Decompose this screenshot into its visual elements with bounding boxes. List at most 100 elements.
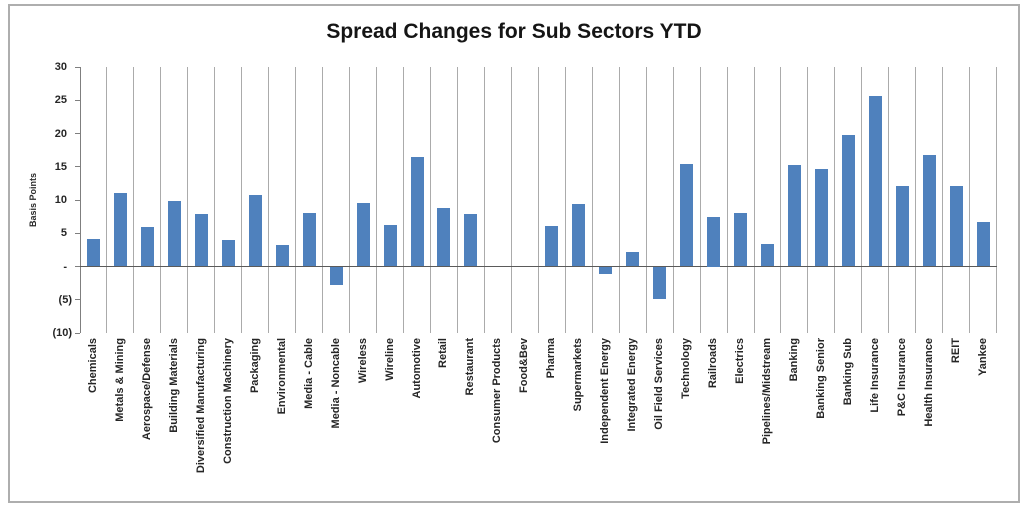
bar-reit (949, 186, 963, 267)
x-category-label: Consumer Products (491, 338, 504, 444)
x-category-label: Pipelines/Midstream (761, 338, 773, 445)
bar-wireline (383, 224, 397, 267)
bar-automotive (410, 156, 424, 267)
bar-p-c-insurance (895, 186, 909, 267)
y-tick-mark (75, 66, 80, 68)
bar-aerospace-defense (140, 226, 154, 267)
bar-pharma (545, 225, 559, 267)
category-gridline (537, 67, 539, 333)
x-category-label: Oil Field Services (653, 338, 666, 430)
x-category-label: Retail (437, 338, 450, 368)
x-category-label: Chemicals (87, 338, 99, 394)
category-gridline (106, 67, 108, 333)
x-category-label: Restaurant (464, 338, 477, 396)
x-axis-zero-line (80, 266, 997, 267)
bar-chemicals (86, 238, 100, 267)
y-tick-label: - (63, 260, 67, 273)
x-category-label: Health Insurance (922, 338, 935, 427)
category-gridline (996, 67, 998, 333)
bar-electrics (734, 212, 748, 267)
x-category-label: Independent Energy (599, 338, 612, 444)
bar-packaging (248, 195, 262, 267)
y-tick-mark (75, 232, 80, 234)
bar-banking-senior (814, 169, 828, 267)
x-category-label: Environmental (275, 338, 288, 415)
category-gridline (861, 67, 863, 333)
x-category-label: Integrated Energy (626, 338, 639, 432)
bar-technology (680, 164, 694, 267)
category-gridline (403, 67, 405, 333)
bar-metals-mining (113, 193, 127, 267)
category-gridline (807, 67, 809, 333)
x-category-label: Banking Senior (814, 338, 827, 419)
x-category-label: Media - Noncable (329, 338, 342, 429)
x-category-label: Building Materials (167, 338, 180, 433)
category-gridline (699, 67, 701, 333)
x-category-label: Life Insurance (868, 338, 881, 413)
category-gridline (618, 67, 620, 333)
bar-supermarkets (572, 203, 586, 267)
bar-independent-energy (599, 267, 613, 274)
y-tick-mark (75, 199, 80, 201)
category-gridline (483, 67, 485, 333)
category-gridline (160, 67, 162, 333)
category-gridline (834, 67, 836, 333)
category-gridline (133, 67, 135, 333)
category-gridline (295, 67, 297, 333)
x-category-label: Metals & Mining (113, 338, 126, 422)
category-gridline (241, 67, 243, 333)
bar-pipelines-midstream (760, 243, 774, 267)
x-category-label: Railroads (707, 338, 720, 389)
bar-environmental (275, 245, 289, 267)
x-category-label: Food&Bev (518, 338, 531, 393)
x-category-label: Automotive (410, 338, 423, 399)
x-category-label: Media - Cable (302, 338, 315, 409)
x-category-label: Pharma (545, 338, 558, 379)
x-category-label: Electrics (734, 338, 747, 384)
bar-restaurant (464, 213, 478, 267)
y-tick-label: 10 (54, 194, 67, 206)
category-gridline (510, 67, 512, 333)
x-category-label: Supermarkets (572, 338, 585, 412)
bar-media-noncable (329, 267, 343, 285)
bar-oil-field-services (653, 267, 667, 299)
bar-yankee (976, 221, 990, 267)
category-gridline (456, 67, 458, 333)
x-category-label: Wireless (356, 338, 369, 384)
y-axis-line (79, 67, 81, 333)
y-tick-label: 25 (54, 94, 67, 107)
bar-integrated-energy (626, 251, 640, 267)
x-category-label: Aerospace/Defense (140, 338, 153, 441)
category-gridline (429, 67, 431, 333)
x-category-label: Packaging (248, 338, 261, 394)
bar-health-insurance (922, 155, 936, 267)
x-category-label: Construction Machinery (221, 338, 234, 464)
category-gridline (672, 67, 674, 333)
chart-title: Spread Changes for Sub Sectors YTD (326, 20, 702, 43)
category-gridline (591, 67, 593, 333)
category-gridline (888, 67, 890, 333)
y-tick-label: 30 (54, 61, 67, 73)
x-category-label: Technology (680, 338, 693, 399)
category-gridline (753, 67, 755, 333)
y-tick-mark (75, 299, 80, 301)
category-gridline (376, 67, 378, 333)
y-tick-label: 5 (60, 227, 67, 240)
category-gridline (349, 67, 351, 333)
y-tick-mark (75, 266, 80, 267)
y-tick-label: 15 (54, 160, 67, 173)
x-category-label: Banking Sub (841, 338, 854, 406)
category-gridline (942, 67, 944, 333)
category-gridline (187, 67, 189, 333)
bar-construction-machinery (221, 239, 235, 267)
bar-media-cable (302, 212, 316, 267)
bar-diversified-manufacturing (194, 213, 208, 267)
category-gridline (915, 67, 917, 333)
x-category-label: Yankee (976, 338, 989, 376)
y-tick-mark (75, 332, 80, 334)
x-category-label: Diversified Manufacturing (194, 338, 207, 474)
category-gridline (564, 67, 566, 333)
category-gridline (214, 67, 216, 333)
bar-wireless (356, 202, 370, 267)
